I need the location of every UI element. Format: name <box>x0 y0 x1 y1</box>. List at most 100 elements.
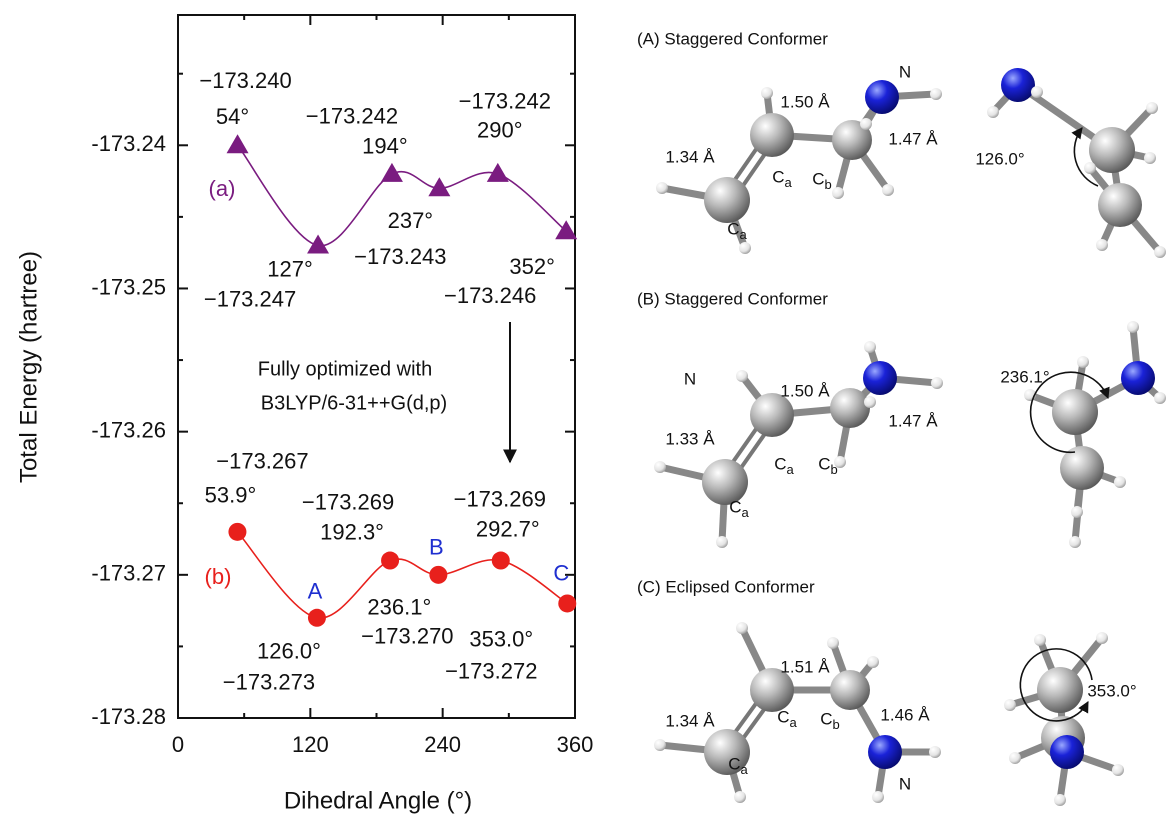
atom <box>1096 239 1108 251</box>
figure: Total Energy (hartree) Dihedral Angle (°… <box>0 0 1168 824</box>
atom <box>736 622 748 634</box>
atom <box>1154 392 1166 404</box>
angle-label: 292.7° <box>476 516 540 541</box>
angle-label: 237° <box>388 208 434 233</box>
marker <box>307 235 329 254</box>
value-label: −173.242 <box>306 104 398 129</box>
atom <box>739 242 751 254</box>
x-tick-label: 120 <box>292 732 329 757</box>
x-tick-label: 0 <box>172 732 184 757</box>
atom <box>930 88 942 100</box>
series-name: (b) <box>205 564 232 589</box>
panel-title: (A) Staggered Conformer <box>637 29 828 48</box>
atom <box>1146 102 1158 114</box>
atom <box>868 735 902 769</box>
atom <box>1031 86 1043 98</box>
x-tick-label: 360 <box>557 732 594 757</box>
atom-subscript: b <box>825 177 832 192</box>
atom <box>872 791 884 803</box>
y-tick-label: -173.26 <box>91 417 166 442</box>
atom <box>1069 536 1081 548</box>
atom <box>827 637 839 649</box>
marker <box>429 566 447 584</box>
atom <box>1154 246 1166 258</box>
dihedral-label: 126.0° <box>975 149 1024 168</box>
atom <box>1089 127 1135 173</box>
atom <box>1121 361 1155 395</box>
dihedral-label: 353.0° <box>1087 681 1136 700</box>
atom-label: Ca <box>774 454 794 477</box>
atom <box>1004 699 1016 711</box>
atom-label: 1.46 Å <box>880 705 930 724</box>
panel-title: (B) Staggered Conformer <box>637 289 828 308</box>
angle-label: 236.1° <box>367 595 431 620</box>
atom-label: N <box>899 774 911 793</box>
marker <box>492 552 510 570</box>
atom <box>734 791 746 803</box>
point-label: A <box>308 579 323 604</box>
value-label: −173.247 <box>204 286 296 311</box>
atom-label: 1.47 Å <box>888 129 938 148</box>
atom <box>832 187 844 199</box>
atom <box>750 113 794 157</box>
x-axis-label: Dihedral Angle (°) <box>284 787 472 814</box>
atom-label: Ca <box>727 219 747 242</box>
y-tick-label: -173.27 <box>91 561 166 586</box>
series-name: (a) <box>209 176 236 201</box>
atom <box>1144 152 1156 164</box>
atom <box>830 388 870 428</box>
atom <box>931 377 943 389</box>
value-label: −173.246 <box>444 283 536 308</box>
marker <box>227 134 249 153</box>
annotation: B3LYP/6-31++G(d,p) <box>261 392 447 414</box>
angle-label: 127° <box>267 256 313 281</box>
y-tick-label: -173.28 <box>91 704 166 729</box>
value-label: −173.273 <box>223 670 315 695</box>
value-label: −173.243 <box>354 244 446 269</box>
atom <box>1052 389 1098 435</box>
marker <box>228 523 246 541</box>
value-label: −173.242 <box>459 89 551 114</box>
value-label: −173.269 <box>302 489 394 514</box>
atom-label: Ca <box>777 707 797 730</box>
atom-subscript: a <box>742 505 750 520</box>
atom-subscript: a <box>787 462 795 477</box>
atom-label: 1.34 Å <box>665 147 715 166</box>
y-tick-label: -173.25 <box>91 274 166 299</box>
point-label: B <box>429 535 444 560</box>
atom <box>987 106 999 118</box>
atom <box>1009 752 1021 764</box>
atom <box>863 361 897 395</box>
atom-label: 1.47 Å <box>888 411 938 430</box>
annotation: Fully optimized with <box>258 358 433 380</box>
atom <box>865 80 899 114</box>
atom-subscript: a <box>741 762 749 777</box>
atom-label: 1.50 Å <box>780 92 830 111</box>
angle-label: 54° <box>216 104 249 129</box>
atom-subscript: b <box>833 717 840 732</box>
atom <box>830 670 870 710</box>
atom <box>1084 162 1096 174</box>
atom <box>864 396 876 408</box>
atom <box>1112 764 1124 776</box>
angle-label: 126.0° <box>257 639 321 664</box>
atom <box>860 118 872 130</box>
atom-label: N <box>899 62 911 81</box>
atom-subscript: a <box>785 175 793 190</box>
atom <box>704 177 750 223</box>
x-tick-label: 240 <box>424 732 461 757</box>
angle-label: 352° <box>509 254 555 279</box>
angle-label: 53.9° <box>205 483 257 508</box>
angle-label: 192.3° <box>320 519 384 544</box>
atom <box>867 656 879 668</box>
value-label: −173.272 <box>445 658 537 683</box>
atom <box>656 182 668 194</box>
atom-label: N <box>684 369 696 388</box>
atom <box>864 341 876 353</box>
y-axis-label: Total Energy (hartree) <box>15 251 42 483</box>
atom <box>1034 634 1046 646</box>
atom-label: 1.34 Å <box>665 711 715 730</box>
atom-label: Ca <box>729 497 749 520</box>
marker <box>558 594 576 612</box>
panel-title: (C) Eclipsed Conformer <box>637 577 815 596</box>
